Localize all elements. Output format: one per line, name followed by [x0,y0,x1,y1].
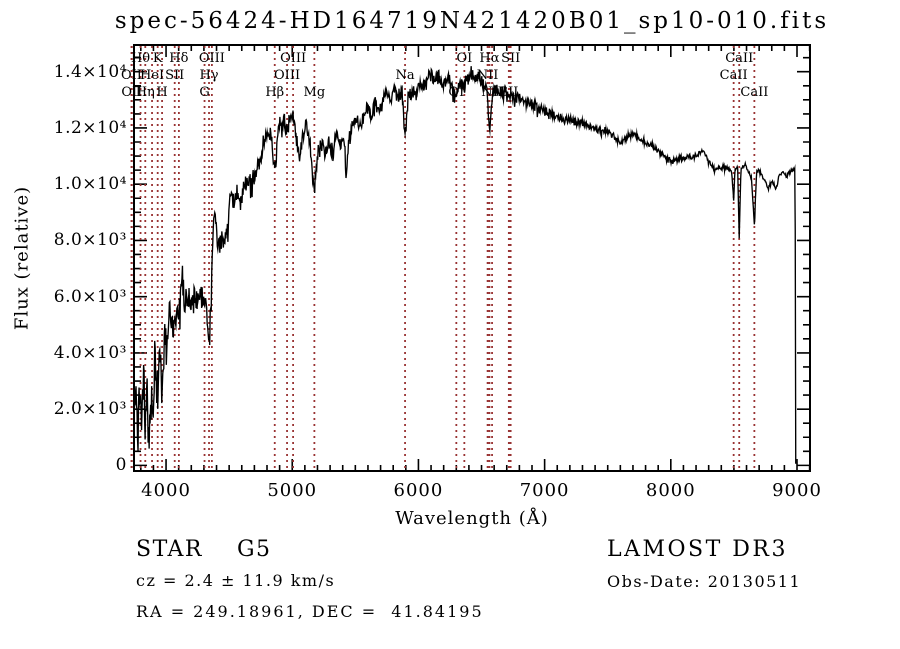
obs-date-value: Obs-Date: 20130511 [607,572,802,591]
y-tick-label: 2.0×10³ [53,399,127,420]
x-tick-label: 6000 [393,480,444,501]
x-tick-label: 4000 [141,480,191,501]
y-tick-label: 6.0×10³ [53,286,127,307]
ra-dec-value: RA = 249.18961, DEC = 41.84195 [136,602,484,621]
cz-value: cz = 2.4 ± 11.9 km/s [136,571,336,590]
y-tick-label: 8.0×10³ [53,230,127,251]
y-tick-label: 4.0×10³ [53,342,127,363]
y-tick-label: 0 [115,455,127,476]
y-tick-label: 1.0×10⁴ [53,174,127,195]
y-tick-label: 1.4×10⁴ [53,61,127,82]
survey-label: LAMOST DR3 [607,537,788,562]
x-tick-label: 7000 [519,480,570,501]
x-tick-label: 5000 [267,480,318,501]
x-tick-label: 8000 [645,480,696,501]
y-tick-label: 1.2×10⁴ [53,117,127,138]
x-axis-label: Wavelength (Å) [395,508,549,529]
x-tick-label: 9000 [772,480,822,501]
object-class-label: STAR G5 [136,537,272,562]
